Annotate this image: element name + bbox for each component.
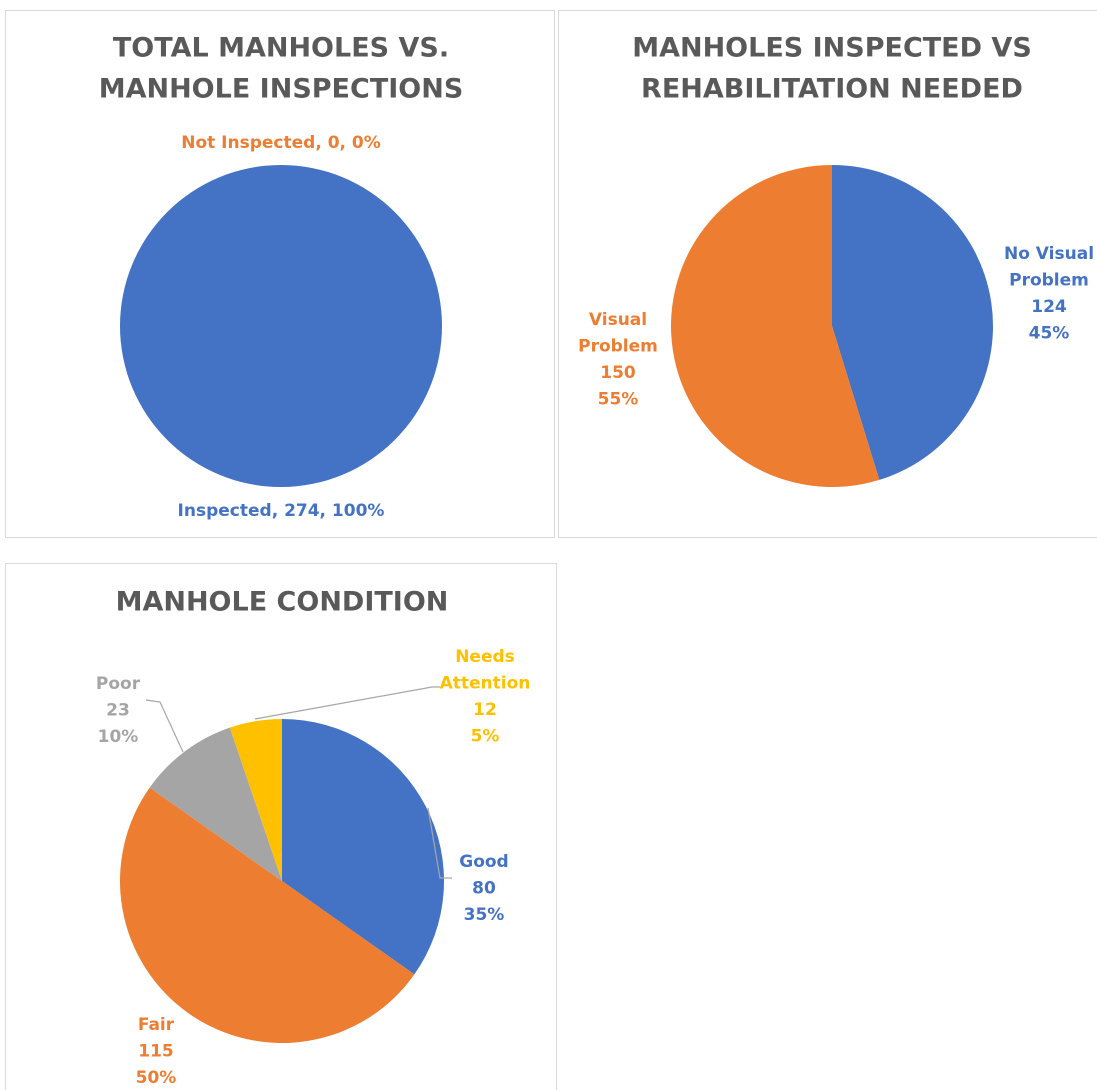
chart-title: MANHOLE INSPECTIONS <box>99 74 464 105</box>
data-label: 80 <box>472 879 496 899</box>
data-label: Attention <box>440 674 531 694</box>
data-label: 5% <box>471 727 500 747</box>
data-label: Not Inspected, 0, 0% <box>181 133 381 153</box>
data-label: Problem <box>578 337 658 357</box>
data-label: 150 <box>600 363 636 383</box>
pie-slice <box>282 719 445 975</box>
data-label: Good <box>459 852 508 872</box>
pie-slice <box>229 719 282 881</box>
data-label: 115 <box>138 1042 174 1062</box>
pie-slice <box>832 165 994 480</box>
chart-title: MANHOLES INSPECTED VS <box>632 33 1032 64</box>
pie-slice <box>671 165 880 487</box>
data-label: Problem <box>1009 271 1089 291</box>
data-label: 50% <box>136 1068 177 1088</box>
pie-slice <box>149 727 282 881</box>
leader-line <box>254 686 440 720</box>
leader-line <box>145 699 184 753</box>
data-label: Poor <box>96 674 141 694</box>
data-label: 124 <box>1031 297 1067 317</box>
chart-title: TOTAL MANHOLES VS. <box>113 33 449 64</box>
data-label: 12 <box>473 700 497 720</box>
data-label: Inspected, 274, 100% <box>178 501 385 521</box>
pie-slice <box>120 165 442 487</box>
chart-title: REHABILITATION NEEDED <box>641 74 1023 105</box>
pie-slice <box>120 787 415 1043</box>
data-label: Needs <box>455 647 515 667</box>
data-label: 23 <box>106 701 130 721</box>
data-label: 55% <box>598 390 639 410</box>
data-label: 35% <box>464 905 505 925</box>
leader-line <box>427 807 452 879</box>
data-label: No Visual <box>1004 244 1094 264</box>
chart-title: MANHOLE CONDITION <box>116 587 449 618</box>
data-label: 45% <box>1029 324 1070 344</box>
data-label: Fair <box>138 1015 175 1035</box>
data-label: 10% <box>98 727 139 747</box>
data-label: Visual <box>589 310 647 330</box>
